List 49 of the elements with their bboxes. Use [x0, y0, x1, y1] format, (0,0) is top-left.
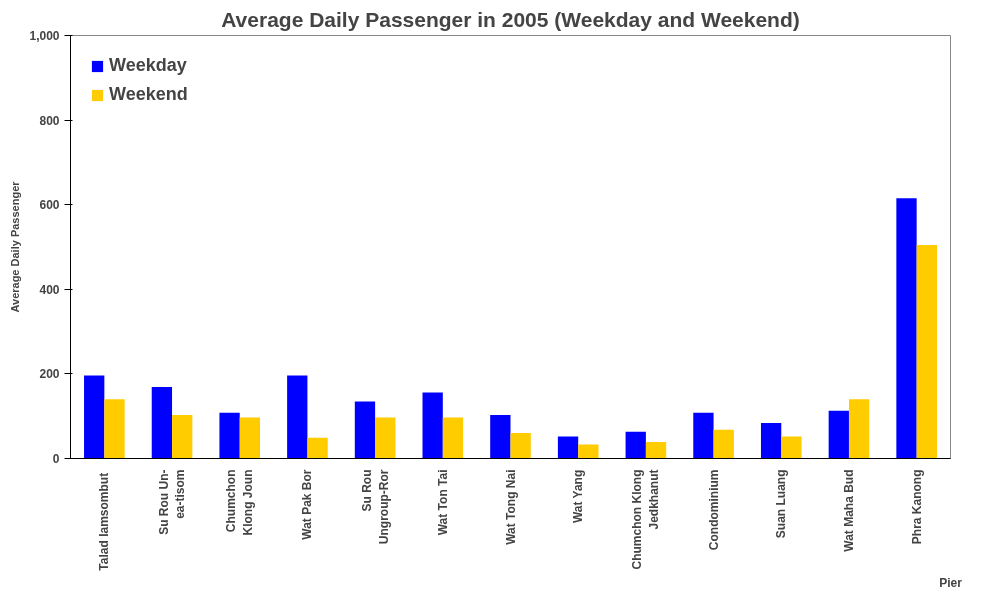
x-tick-label: Suan Luang: [774, 469, 789, 539]
bar: [916, 244, 937, 459]
bar: [848, 399, 870, 459]
y-axis-title: Average Daily Passenger: [9, 180, 22, 313]
bar: [354, 401, 376, 459]
chart-title: Average Daily Passenger in 2005 (Weekday and Weekend): [221, 7, 800, 31]
bar: [104, 399, 125, 459]
x-tick-label: Chumchon Klong Jedkhanut: [630, 469, 662, 570]
bar: [713, 429, 734, 459]
bar: [760, 422, 782, 459]
bar: [239, 417, 261, 459]
x-tick-label: Condominium: [706, 469, 721, 551]
y-tick-label: 0: [52, 452, 60, 466]
legend-label: Weekday: [109, 55, 187, 76]
bar: [442, 417, 464, 459]
bar: [151, 387, 173, 459]
x-tick-label: Wat Ton Tai: [435, 469, 450, 536]
y-tick-label: 600: [39, 198, 60, 213]
bar: [307, 437, 328, 459]
y-tick-label: 1,000: [29, 29, 60, 43]
bar: [645, 442, 667, 459]
bar: [219, 412, 240, 459]
x-tick-label: Wat Tong Nai: [503, 469, 518, 545]
bar: [375, 417, 396, 459]
bar: [287, 375, 308, 459]
x-tick-label: Phra Kanong: [909, 469, 924, 545]
y-tick-label: 400: [39, 282, 60, 297]
y-tick-label: 200: [39, 367, 60, 382]
x-tick-label: Talad Iamsombut: [97, 472, 112, 571]
bar: [490, 414, 511, 459]
y-tick-label: 800: [39, 113, 60, 128]
bar: [422, 392, 443, 459]
bar: [693, 412, 714, 459]
bar: [578, 444, 599, 459]
x-tick-label: Wat Maha Bud: [841, 469, 856, 552]
x-tick-label: Su Rou Un-ea-tisom: [156, 469, 188, 535]
legend-label: Weekend: [109, 84, 188, 105]
bar: [828, 410, 849, 459]
bar: [172, 414, 193, 459]
bar: [896, 198, 917, 459]
x-tick-label: Wat Pak Bor: [300, 469, 315, 540]
x-tick-label: Su Rou Ungroup-Ror: [359, 469, 391, 545]
bar: [557, 436, 579, 459]
bar: [84, 375, 105, 459]
bar: [510, 433, 531, 459]
bar: [781, 436, 802, 459]
x-tick-label: Wat Yang: [571, 469, 586, 524]
bar: [625, 431, 646, 459]
x-axis-title: Pier: [939, 575, 963, 590]
